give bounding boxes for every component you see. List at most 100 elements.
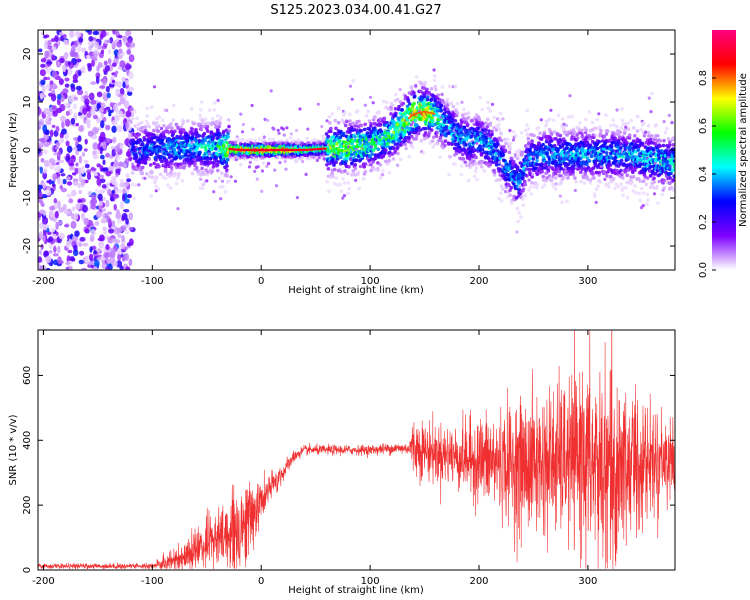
noise-mark: [87, 63, 92, 72]
spectrum-mark: [168, 186, 173, 190]
spectrum-mark: [226, 157, 230, 162]
spectrum-mark: [504, 141, 508, 146]
spectrum-mark: [590, 120, 595, 125]
spectrum-mark: [549, 178, 554, 183]
spectrum-mark: [345, 171, 350, 176]
spectrum-mark: [400, 108, 404, 112]
noise-mark: [48, 158, 55, 164]
spectrum-mark: [145, 106, 150, 111]
spectrum-mark: [499, 199, 504, 203]
spectrum-mark: [167, 130, 171, 135]
noise-mark: [101, 217, 107, 223]
spectrum-mark: [407, 154, 412, 159]
spectrum-mark: [584, 128, 589, 132]
spectrum-mark: [423, 80, 428, 85]
spectrum-mark: [371, 101, 375, 105]
spectrum-mark: [547, 165, 551, 169]
spectrum-mark: [347, 165, 351, 169]
noise-mark: [65, 261, 71, 266]
spectrum-mark: [464, 137, 469, 142]
spectrum-mark: [359, 123, 364, 128]
spectrum-mark: [197, 134, 202, 138]
noise-mark: [111, 62, 117, 67]
spectrum-mark: [154, 158, 158, 162]
spectrum-mark: [330, 112, 335, 116]
spectrum-mark: [164, 159, 169, 164]
spectrum-mark: [133, 109, 137, 114]
spectrum-mark: [511, 138, 515, 142]
spectrum-mark: [345, 156, 349, 161]
spectrum-mark: [205, 124, 210, 129]
noise-mark: [106, 92, 111, 99]
spectrum-mark: [273, 168, 277, 172]
noise-mark: [62, 203, 67, 212]
spectrum-mark: [595, 117, 599, 122]
noise-mark: [98, 107, 104, 113]
spectrum-mark: [591, 172, 595, 176]
spectrum-mark: [592, 192, 597, 196]
noise-mark: [98, 174, 105, 179]
spectrum-mark: [378, 135, 382, 139]
spectrum-mark: [198, 169, 202, 173]
noise-mark: [48, 250, 53, 254]
noise-mark: [119, 182, 126, 188]
spectrum-mark: [453, 119, 458, 123]
noise-mark: [95, 75, 100, 85]
noise-mark: [40, 63, 46, 68]
spectrum-mark: [159, 126, 164, 131]
noise-mark: [57, 220, 63, 225]
spectrum-mark: [332, 167, 337, 172]
spectrum-mark: [446, 141, 451, 145]
noise-mark: [82, 242, 89, 247]
spectrum-mark: [554, 182, 558, 186]
spectrum-mark: [519, 131, 524, 135]
spectrum-mark: [170, 133, 175, 137]
spectrum-mark: [194, 165, 199, 170]
spectrum-mark: [466, 178, 471, 183]
spectrum-mark: [332, 181, 337, 186]
spectrum-mark: [502, 145, 506, 149]
spectrum-mark: [219, 115, 223, 120]
noise-mark: [72, 73, 78, 82]
spectrum-mark: [514, 134, 518, 138]
noise-mark: [125, 41, 132, 48]
noise-mark: [39, 69, 46, 77]
noise-mark: [38, 118, 45, 127]
noise-mark: [105, 124, 111, 131]
spectrum-mark: [519, 215, 523, 219]
spectrum-mark: [205, 155, 210, 160]
noise-mark: [101, 167, 108, 172]
noise-mark: [52, 217, 57, 223]
spectrum-mark: [532, 133, 536, 138]
spectrum-mark: [413, 118, 418, 123]
noise-mark: [66, 176, 71, 181]
noise-mark: [52, 173, 57, 182]
noise-mark: [87, 130, 94, 137]
spectrum-mark: [590, 154, 594, 158]
spectrum-mark: [341, 177, 345, 181]
spectrum-mark: [341, 196, 345, 200]
spectrum-mark: [544, 122, 549, 127]
spectrum-mark: [409, 85, 414, 89]
noise-mark: [78, 242, 82, 247]
spectrum-mark: [301, 159, 305, 164]
noise-mark: [113, 103, 119, 112]
noise-mark: [81, 47, 87, 53]
spectrum-mark: [162, 123, 166, 128]
spectrum-mark: [150, 170, 154, 175]
spectrum-mark: [212, 108, 216, 112]
noise-mark: [96, 177, 102, 186]
noise-mark: [92, 142, 99, 150]
spectrum-mark: [169, 162, 174, 166]
spectrum-mark: [269, 89, 273, 93]
spectrum-mark: [429, 128, 434, 132]
noise-mark: [85, 30, 91, 33]
noise-mark: [54, 146, 60, 150]
noise-mark: [66, 181, 73, 186]
spectrum-mark: [455, 101, 460, 106]
spectrum-mark: [363, 162, 368, 166]
spectrum-mark: [281, 127, 285, 131]
spectrum-mark: [171, 118, 176, 122]
noise-mark: [87, 40, 93, 46]
noise-mark: [80, 213, 86, 220]
